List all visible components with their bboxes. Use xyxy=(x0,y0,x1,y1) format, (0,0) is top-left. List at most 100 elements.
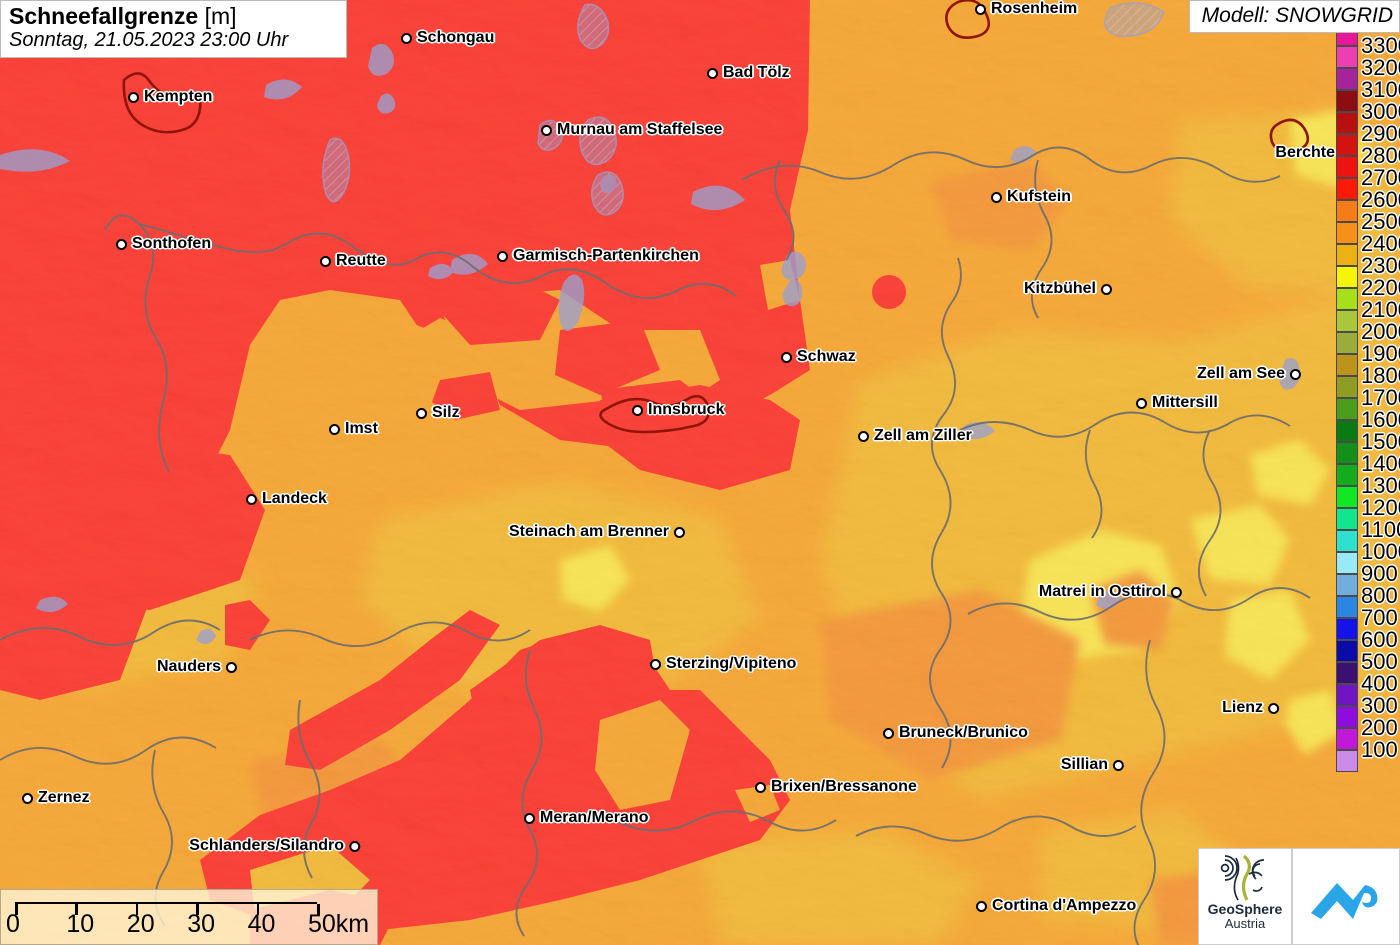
legend-label: 800 xyxy=(1361,583,1398,608)
legend-label: 300 xyxy=(1361,693,1398,718)
legend-entry[interactable]: 900 xyxy=(1328,563,1400,596)
city-marker[interactable]: Schwaz xyxy=(781,349,856,365)
legend-entry[interactable]: 3300 xyxy=(1328,35,1400,68)
title-datetime: Sonntag, 21.05.2023 23:00 Uhr xyxy=(9,28,289,51)
legend-entry[interactable]: 2900 xyxy=(1328,123,1400,156)
legend-entry[interactable]: 1400 xyxy=(1328,453,1400,486)
city-marker[interactable]: Meran/Merano xyxy=(524,810,648,826)
city-dot-icon xyxy=(991,191,1002,203)
city-marker[interactable]: Brixen/Bressanone xyxy=(755,779,917,795)
legend-swatch xyxy=(1336,288,1358,310)
city-marker[interactable]: Bruneck/Brunico xyxy=(883,725,1028,741)
city-dot-icon xyxy=(883,727,894,739)
city-marker[interactable]: Mittersill xyxy=(1136,395,1218,411)
city-marker[interactable]: Zernez xyxy=(22,790,90,806)
city-marker[interactable]: Cortina d'Ampezzo xyxy=(976,898,1136,914)
city-marker[interactable]: Innsbruck xyxy=(632,402,724,418)
legend-entry[interactable]: 3100 xyxy=(1328,79,1400,112)
legend-swatch xyxy=(1336,46,1358,68)
legend-label: 1900 xyxy=(1361,341,1400,366)
legend-entry[interactable]: 1600 xyxy=(1328,409,1400,442)
city-marker[interactable]: Reutte xyxy=(320,253,386,269)
legend-entry[interactable]: 2800 xyxy=(1328,145,1400,178)
city-name-label: Sillian xyxy=(1060,756,1108,773)
city-marker[interactable]: Silz xyxy=(416,405,460,421)
legend-swatch xyxy=(1336,728,1358,750)
legend-entry[interactable]: 200 xyxy=(1328,717,1400,750)
legend-label: 1000 xyxy=(1361,539,1400,564)
legend-entry[interactable]: 300 xyxy=(1328,695,1400,728)
city-marker[interactable]: Sillian xyxy=(1061,757,1124,773)
legend-entry[interactable]: 2400 xyxy=(1328,233,1400,266)
scale-tick xyxy=(15,904,18,915)
scale-tick-label: 40 xyxy=(247,910,276,938)
city-name-label: Sonthofen xyxy=(132,235,212,252)
page-title: Schneefallgrenze [m] xyxy=(9,4,338,29)
legend-entry[interactable]: 100 xyxy=(1328,739,1400,772)
legend-label: 3000 xyxy=(1361,99,1400,124)
legend-swatch xyxy=(1336,530,1358,552)
legend-entry[interactable]: 2300 xyxy=(1328,255,1400,288)
legend-entry[interactable]: 1200 xyxy=(1328,497,1400,530)
city-marker[interactable]: Kempten xyxy=(128,89,212,105)
legend-entry[interactable]: 2200 xyxy=(1328,277,1400,310)
scale-tick xyxy=(75,904,78,915)
city-marker[interactable]: Garmisch-Partenkirchen xyxy=(497,248,699,264)
city-marker[interactable]: Landeck xyxy=(246,491,327,507)
legend-entry[interactable]: 2100 xyxy=(1328,299,1400,332)
legend-entry[interactable]: 3000 xyxy=(1328,101,1400,134)
city-marker[interactable]: Imst xyxy=(329,421,378,437)
legend-entry[interactable]: 600 xyxy=(1328,629,1400,662)
legend-swatch xyxy=(1336,486,1358,508)
city-marker[interactable]: Matrei in Osttirol xyxy=(1039,584,1182,600)
legend-entry[interactable]: 1000 xyxy=(1328,541,1400,574)
legend-entry[interactable]: 1800 xyxy=(1328,365,1400,398)
scale-tick xyxy=(196,904,199,915)
city-dot-icon xyxy=(22,792,33,804)
legend-swatch xyxy=(1336,310,1358,332)
legend-entry[interactable]: 1700 xyxy=(1328,387,1400,420)
city-marker[interactable]: Nauders xyxy=(157,659,237,675)
scale-tick-label: 50km xyxy=(308,910,370,938)
city-marker[interactable]: Steinach am Brenner xyxy=(509,524,685,540)
legend-entry[interactable]: 700 xyxy=(1328,607,1400,640)
legend-entry[interactable]: 3200 xyxy=(1328,57,1400,90)
legend-entry[interactable]: 800 xyxy=(1328,585,1400,618)
legend-swatch xyxy=(1336,354,1358,376)
legend-entry[interactable]: 2000 xyxy=(1328,321,1400,354)
city-dot-icon xyxy=(1290,368,1301,380)
city-dot-icon xyxy=(329,423,340,435)
city-marker[interactable]: Sterzing/Vipiteno xyxy=(650,656,796,672)
legend-entry[interactable]: 1500 xyxy=(1328,431,1400,464)
city-marker[interactable]: Rosenheim xyxy=(975,1,1077,17)
city-dot-icon xyxy=(116,238,127,250)
legend-colorbar[interactable]: 3400330032003100300029002800270026002500… xyxy=(1328,13,1400,772)
city-dot-icon xyxy=(975,3,986,15)
city-marker[interactable]: Sonthofen xyxy=(116,236,211,252)
city-marker[interactable]: Schlanders/Silandro xyxy=(189,838,360,854)
city-marker[interactable]: Kufstein xyxy=(991,189,1071,205)
legend-swatch xyxy=(1336,508,1358,530)
legend-label: 3200 xyxy=(1361,55,1400,80)
legend-entry[interactable]: 500 xyxy=(1328,651,1400,684)
city-marker[interactable]: Schongau xyxy=(401,30,494,46)
city-marker[interactable]: Murnau am Staffelsee xyxy=(541,122,722,138)
city-marker[interactable]: Zell am See xyxy=(1197,366,1301,382)
legend-entry[interactable]: 2700 xyxy=(1328,167,1400,200)
legend-entry[interactable]: 2500 xyxy=(1328,211,1400,244)
legend-entry[interactable]: 400 xyxy=(1328,673,1400,706)
city-marker[interactable]: Zell am Ziller xyxy=(858,428,972,444)
city-name-label: Kitzbühel xyxy=(1024,280,1096,297)
legend-entry[interactable]: 1900 xyxy=(1328,343,1400,376)
legend-entry[interactable]: 2600 xyxy=(1328,189,1400,222)
city-marker[interactable]: Bad Tölz xyxy=(707,65,790,81)
city-name-label: Schongau xyxy=(417,29,495,46)
legend-swatch xyxy=(1336,376,1358,398)
legend-entry[interactable]: 1100 xyxy=(1328,519,1400,552)
legend-entry[interactable]: 1300 xyxy=(1328,475,1400,508)
city-marker[interactable]: Kitzbühel xyxy=(1024,281,1112,297)
city-marker[interactable]: Lienz xyxy=(1222,700,1279,716)
geosphere-name: GeoSphere xyxy=(1207,901,1283,917)
blue-chevron-icon xyxy=(1311,882,1378,919)
